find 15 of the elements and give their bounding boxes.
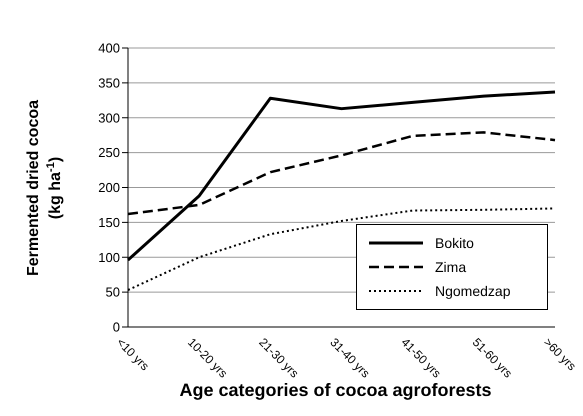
y-tick-label: 50: [106, 284, 120, 300]
y-tick-label: 200: [98, 180, 120, 196]
x-tick-label: <10 yrs: [114, 335, 152, 374]
legend-label: Zima: [435, 259, 466, 275]
y-tick-label: 250: [98, 145, 120, 160]
legend-label: Bokito: [435, 235, 474, 251]
y-tick-label: 0: [112, 320, 120, 335]
y-tick-label: 100: [98, 250, 120, 265]
y-tick-label: 350: [98, 75, 120, 90]
x-axis-title: Age categories of cocoa agroforests: [178, 380, 493, 401]
x-tick-label: >60 yrs: [540, 335, 579, 374]
legend-label: Ngomedzap: [435, 283, 510, 299]
y-tick-label: 400: [98, 40, 120, 56]
y-tick-label: 150: [98, 214, 120, 230]
y-tick-label: 300: [98, 110, 120, 126]
